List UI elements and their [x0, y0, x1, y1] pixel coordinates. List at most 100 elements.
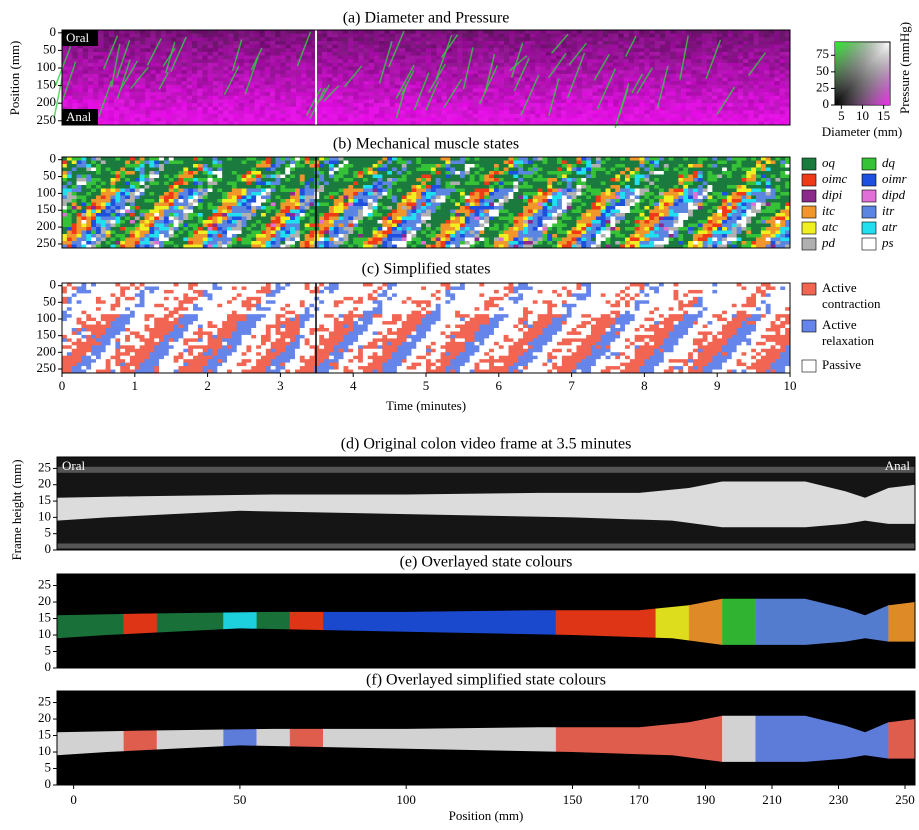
state-cell: [81, 178, 86, 182]
state-cell: [91, 328, 96, 332]
heatmap-cell: [618, 52, 624, 56]
heatmap-cell: [223, 30, 229, 34]
heatmap-cell: [780, 99, 786, 103]
state-cell: [120, 293, 125, 297]
heatmap-cell: [218, 74, 224, 78]
state-cell: [77, 213, 82, 217]
state-cell: [115, 203, 120, 207]
heatmap-cell: [540, 41, 546, 45]
heatmap-cell: [374, 56, 380, 60]
heatmap-cell: [561, 99, 567, 103]
heatmap-cell: [78, 99, 84, 103]
state-cell: [115, 210, 120, 214]
state-cell: [86, 331, 91, 335]
y-tick-label: 250: [37, 112, 57, 127]
heatmap-cell: [171, 30, 177, 34]
state-cell: [125, 328, 130, 332]
heatmap-cell: [608, 48, 614, 52]
state-cell: [140, 238, 145, 242]
heatmap-cell: [244, 114, 250, 118]
heatmap-cell: [410, 88, 416, 92]
heatmap-cell: [488, 30, 494, 34]
heatmap-cell: [780, 45, 786, 49]
state-cell: [62, 224, 67, 228]
heatmap-cell: [629, 81, 635, 85]
heatmap-cell: [161, 52, 167, 56]
heatmap-cell: [676, 103, 682, 107]
heatmap-cell: [114, 30, 120, 34]
heatmap-cell: [743, 67, 749, 71]
heatmap-cell: [504, 67, 510, 71]
heatmap-cell: [208, 114, 214, 118]
heatmap-cell: [182, 74, 188, 78]
heatmap-cell: [499, 59, 505, 63]
state-cell: [67, 196, 72, 200]
heatmap-cell: [130, 41, 136, 45]
heatmap-cell: [124, 103, 130, 107]
heatmap-cell: [421, 70, 427, 74]
heatmap-cell: [603, 52, 609, 56]
heatmap-cell: [265, 110, 271, 114]
heatmap-cell: [520, 96, 526, 100]
heatmap-cell: [416, 48, 422, 52]
heatmap-cell: [644, 92, 650, 96]
state-cell: [101, 196, 106, 200]
state-cell: [96, 338, 101, 342]
heatmap-cell: [343, 74, 349, 78]
state-cell: [140, 321, 145, 325]
state-cell: [135, 283, 140, 287]
state-cell: [106, 213, 111, 217]
heatmap-cell: [249, 52, 255, 56]
heatmap-cell: [228, 48, 234, 52]
heatmap-cell: [83, 99, 89, 103]
heatmap-cell: [728, 81, 734, 85]
state-cell: [149, 185, 154, 189]
heatmap-cell: [780, 74, 786, 78]
heatmap-cell: [618, 56, 624, 60]
heatmap-cell: [655, 70, 661, 74]
heatmap-cell: [171, 103, 177, 107]
heatmap-cell: [249, 34, 255, 38]
state-cell: [81, 356, 86, 360]
state-cell: [169, 171, 174, 175]
heatmap-cell: [374, 78, 380, 82]
heatmap-cell: [494, 45, 500, 49]
heatmap-cell: [665, 110, 671, 114]
heatmap-cell: [613, 45, 619, 49]
heatmap-cell: [369, 107, 375, 111]
heatmap-cell: [499, 78, 505, 82]
state-cell: [77, 311, 82, 315]
state-cell: [81, 283, 86, 287]
heatmap-cell: [743, 34, 749, 38]
state-cell: [67, 227, 72, 231]
heatmap-cell: [468, 114, 474, 118]
heatmap-cell: [509, 59, 515, 63]
heatmap-cell: [301, 92, 307, 96]
state-cell: [72, 349, 77, 353]
heatmap-cell: [598, 59, 604, 63]
state-cell: [135, 238, 140, 242]
heatmap-cell: [473, 81, 479, 85]
heatmap-cell: [582, 67, 588, 71]
state-cell: [149, 366, 154, 370]
heatmap-cell: [530, 99, 536, 103]
heatmap-cell: [83, 56, 89, 60]
heatmap-cell: [202, 45, 208, 49]
state-cell: [101, 234, 106, 238]
heatmap-cell: [410, 56, 416, 60]
heatmap-cell: [660, 70, 666, 74]
state-cell: [159, 352, 164, 356]
heatmap-cell: [322, 114, 328, 118]
state-cell: [96, 366, 101, 370]
state-cell: [169, 224, 174, 228]
heatmap-cell: [270, 78, 276, 82]
heatmap-cell: [431, 70, 437, 74]
heatmap-cell: [93, 78, 99, 82]
heatmap-cell: [145, 118, 151, 122]
heatmap-cell: [473, 48, 479, 52]
heatmap-cell: [405, 103, 411, 107]
state-cell: [130, 168, 135, 172]
heatmap-cell: [442, 114, 448, 118]
state-cell: [81, 171, 86, 175]
heatmap-cell: [587, 110, 593, 114]
